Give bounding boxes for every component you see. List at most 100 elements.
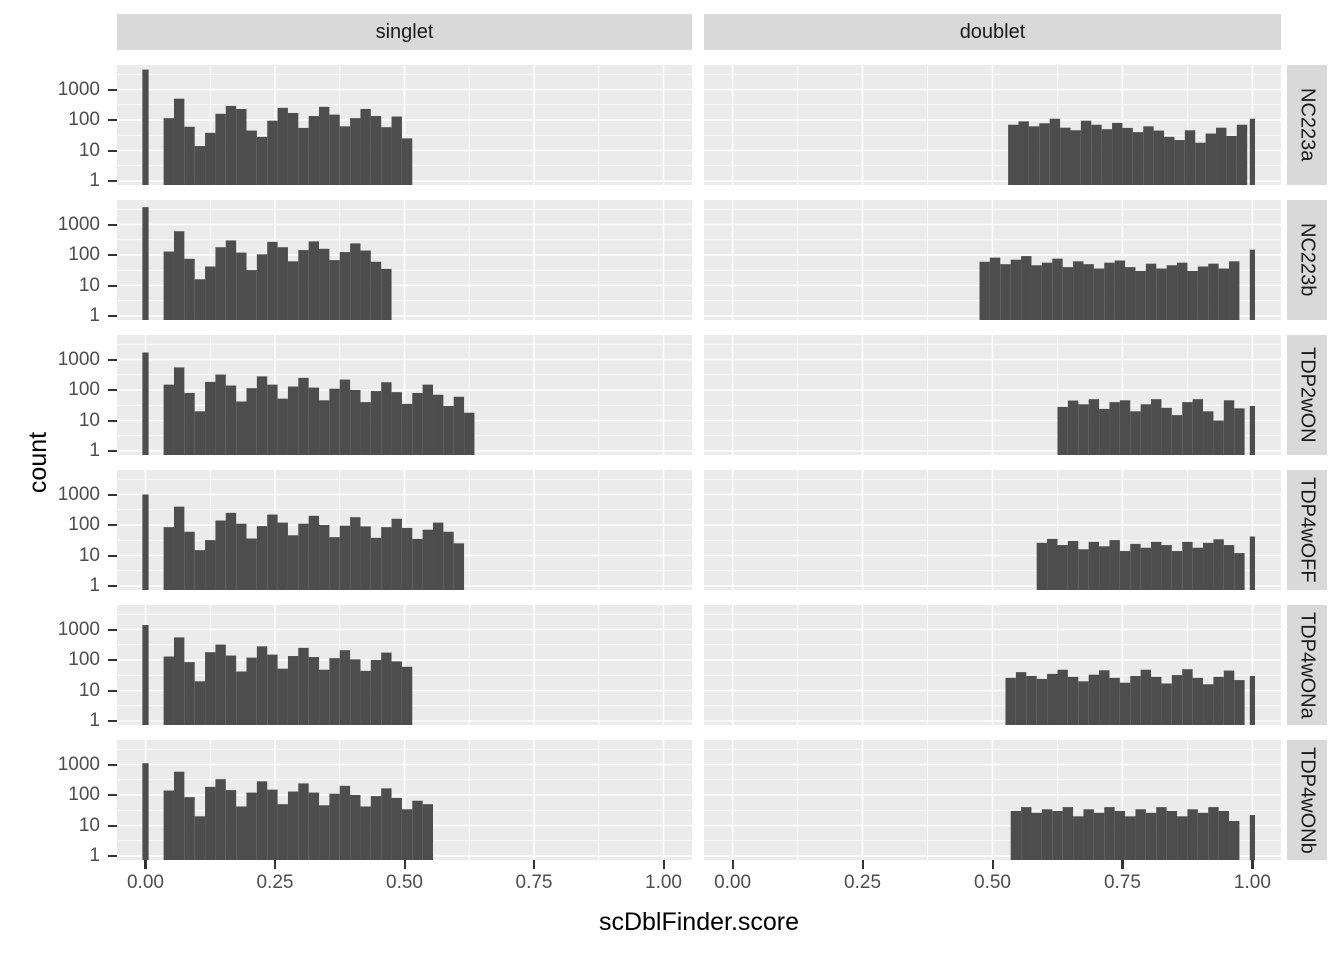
row-strip-TDP4wONa: TDP4wONa <box>1287 605 1327 725</box>
panel-svg-TDP4wONb-doublet <box>704 740 1281 860</box>
panel-svg-TDP2wON-doublet <box>704 335 1281 455</box>
facet-strip-doublet: doublet <box>704 14 1281 50</box>
x-tick-label: 1.00 <box>645 872 682 893</box>
y-tick-mark <box>108 223 117 226</box>
y-tick-label: 10 <box>78 544 100 566</box>
y-tick-mark <box>108 689 117 692</box>
y-tick-label: 1 <box>89 305 100 326</box>
panel-svg-TDP4wOFF-singlet <box>117 470 692 590</box>
y-tick-label: 100 <box>68 244 100 265</box>
panel-TDP4wONa-doublet <box>704 605 1281 725</box>
x-tick-mark <box>273 860 277 869</box>
y-tick-mark <box>108 794 117 797</box>
y-tick-mark <box>108 254 117 257</box>
y-tick-mark <box>108 180 117 183</box>
y-tick-mark <box>108 659 117 662</box>
panel-TDP4wONa-singlet <box>117 605 692 725</box>
y-tick-label: 100 <box>68 784 100 805</box>
y-tick-mark <box>108 824 117 827</box>
y-tick-mark <box>108 119 117 122</box>
panel-svg-TDP2wON-singlet <box>117 335 692 455</box>
y-tick-mark <box>108 628 117 631</box>
panel-svg-TDP4wONb-singlet <box>117 740 692 860</box>
x-tick-label: 0.25 <box>256 872 294 893</box>
x-tick-label: 0.50 <box>386 872 423 893</box>
panel-svg-NC223b-singlet <box>117 200 692 320</box>
panel-TDP2wON-singlet <box>117 335 692 455</box>
y-tick-mark <box>108 720 117 723</box>
y-tick-mark <box>108 389 117 392</box>
row-strip-TDP4wOFF: TDP4wOFF <box>1287 470 1327 590</box>
y-tick-mark <box>108 450 117 453</box>
y-tick-mark <box>108 419 117 422</box>
x-tick-mark <box>991 860 994 869</box>
y-tick-mark <box>108 554 117 557</box>
panel-svg-TDP4wOFF-doublet <box>704 470 1281 590</box>
y-tick-label: 100 <box>68 379 100 400</box>
y-tick-label: 1000 <box>57 213 100 235</box>
x-tick-mark <box>144 860 147 869</box>
x-tick-mark <box>533 860 536 869</box>
row-strip-TDP4wONb: TDP4wONb <box>1287 740 1327 860</box>
panel-NC223b-doublet <box>704 200 1281 320</box>
x-tick-label: 0.75 <box>1103 872 1141 893</box>
panel-NC223a-singlet <box>117 65 692 185</box>
y-tick-label: 1000 <box>57 753 100 775</box>
y-tick-label: 10 <box>78 679 100 701</box>
y-tick-label: 100 <box>68 514 100 535</box>
x-tick-mark <box>403 860 406 869</box>
y-tick-label: 1 <box>89 710 100 731</box>
panel-svg-TDP4wONa-doublet <box>704 605 1281 725</box>
y-tick-mark <box>108 585 117 588</box>
y-tick-mark <box>108 763 117 766</box>
panel-TDP4wONb-singlet <box>117 740 692 860</box>
y-tick-label: 1 <box>89 845 100 866</box>
y-tick-label: 10 <box>78 814 100 836</box>
y-tick-label: 1 <box>89 440 100 461</box>
x-tick-label: 0.00 <box>714 872 752 893</box>
y-tick-mark <box>108 88 117 91</box>
panel-TDP2wON-doublet <box>704 335 1281 455</box>
y-tick-mark <box>108 855 117 858</box>
panel-TDP4wONb-doublet <box>704 740 1281 860</box>
y-tick-mark <box>108 315 117 318</box>
panel-svg-NC223b-doublet <box>704 200 1281 320</box>
x-axis-title: scDblFinder.score <box>598 908 800 936</box>
y-tick-label: 1000 <box>57 618 100 640</box>
y-tick-mark <box>108 493 117 496</box>
x-tick-label: 0.00 <box>126 872 164 893</box>
facet-strip-singlet: singlet <box>117 14 692 50</box>
x-tick-label: 0.50 <box>974 872 1011 893</box>
x-tick-mark <box>662 860 665 869</box>
y-tick-label: 100 <box>68 109 100 130</box>
panel-NC223a-doublet <box>704 65 1281 185</box>
panel-svg-TDP4wONa-singlet <box>117 605 692 725</box>
x-tick-mark <box>1251 860 1254 869</box>
y-tick-label: 10 <box>78 274 100 296</box>
y-tick-label: 1 <box>89 575 100 596</box>
y-tick-mark <box>108 524 117 527</box>
x-tick-label: 0.25 <box>844 872 882 893</box>
panel-svg-NC223a-singlet <box>117 65 692 185</box>
row-strip-NC223b: NC223b <box>1287 200 1327 320</box>
row-strip-NC223a: NC223a <box>1287 65 1327 185</box>
x-tick-label: 1.00 <box>1233 872 1271 893</box>
panel-svg-NC223a-doublet <box>704 65 1281 185</box>
y-tick-mark <box>108 149 117 152</box>
y-tick-label: 1000 <box>57 348 100 370</box>
y-tick-label: 10 <box>78 139 100 161</box>
x-tick-mark <box>861 860 864 869</box>
panel-NC223b-singlet <box>117 200 692 320</box>
y-tick-label: 1000 <box>57 78 100 100</box>
x-tick-mark <box>731 860 734 869</box>
row-strip-TDP2wON: TDP2wON <box>1287 335 1327 455</box>
panel-TDP4wOFF-doublet <box>704 470 1281 590</box>
y-tick-label: 1000 <box>57 483 100 505</box>
y-tick-label: 100 <box>68 649 100 670</box>
y-tick-label: 1 <box>89 170 100 191</box>
x-tick-mark <box>1121 860 1124 869</box>
panel-TDP4wOFF-singlet <box>117 470 692 590</box>
y-tick-label: 10 <box>78 409 100 431</box>
y-tick-mark <box>108 358 117 361</box>
